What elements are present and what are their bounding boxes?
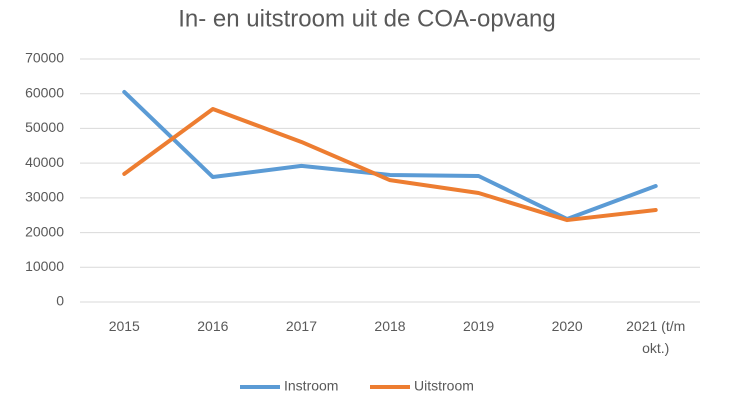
legend-label: Uitstroom	[414, 378, 474, 394]
legend-label: Instroom	[284, 378, 338, 394]
y-tick-label: 60000	[25, 84, 64, 100]
x-tick-label: 2018	[374, 318, 406, 334]
y-tick-label: 50000	[25, 119, 64, 135]
x-tick-label: 2021 (t/m okt.)	[626, 318, 686, 356]
x-tick-label: 2020	[551, 318, 583, 334]
chart-title: In- en uitstroom uit de COA-opvang	[178, 5, 556, 32]
y-tick-label: 20000	[25, 223, 64, 239]
y-tick-label: 10000	[25, 258, 64, 274]
x-tick-label: 2017	[285, 318, 317, 334]
series-line	[122, 106, 658, 223]
x-tick-label: 2015	[108, 318, 140, 334]
y-tick-label: 30000	[25, 189, 64, 205]
series-line	[122, 89, 658, 222]
y-tick-label: 0	[56, 293, 64, 309]
x-tick-label: 2016	[197, 318, 229, 334]
y-tick-label: 40000	[25, 154, 64, 170]
x-tick-label: 2019	[462, 318, 495, 334]
y-tick-label: 70000	[25, 50, 64, 66]
